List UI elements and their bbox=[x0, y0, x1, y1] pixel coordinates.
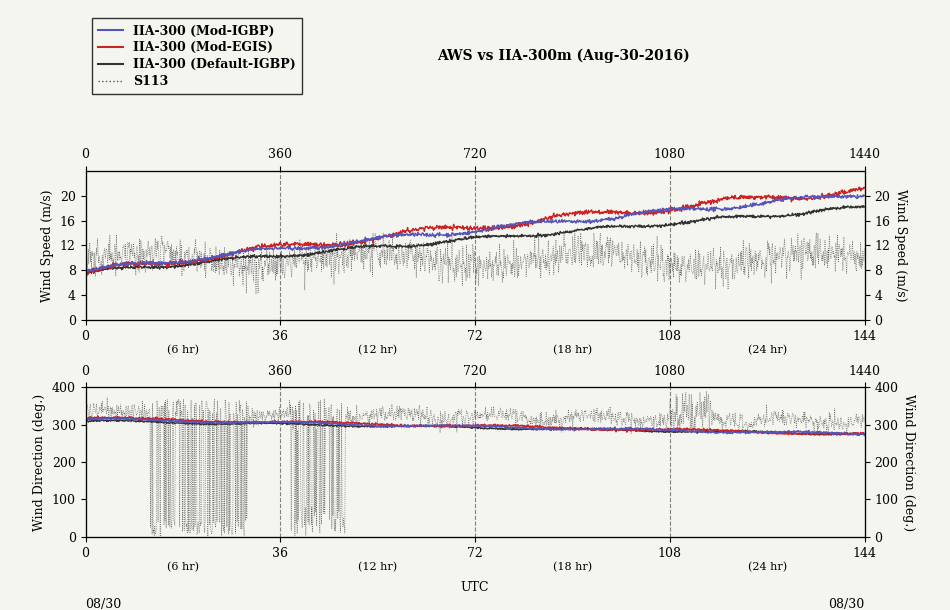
Y-axis label: Wind Direction (deg.): Wind Direction (deg.) bbox=[33, 393, 47, 531]
Text: (6 hr): (6 hr) bbox=[167, 345, 199, 356]
Text: (6 hr): (6 hr) bbox=[167, 562, 199, 572]
Y-axis label: Wind Speed (m/s): Wind Speed (m/s) bbox=[894, 189, 907, 302]
Text: 08/30: 08/30 bbox=[86, 598, 122, 610]
Text: 08/30: 08/30 bbox=[828, 598, 864, 610]
Text: (18 hr): (18 hr) bbox=[553, 562, 592, 572]
Y-axis label: Wind Speed (m/s): Wind Speed (m/s) bbox=[41, 189, 54, 302]
Text: AWS vs IIA-300m (Aug-30-2016): AWS vs IIA-300m (Aug-30-2016) bbox=[437, 49, 690, 63]
Text: (12 hr): (12 hr) bbox=[358, 345, 397, 356]
Y-axis label: Wind Direction (deg.): Wind Direction (deg.) bbox=[902, 393, 915, 531]
Legend: IIA-300 (Mod-IGBP), IIA-300 (Mod-EGIS), IIA-300 (Default-IGBP), S113: IIA-300 (Mod-IGBP), IIA-300 (Mod-EGIS), … bbox=[92, 18, 302, 94]
Text: (18 hr): (18 hr) bbox=[553, 345, 592, 356]
Text: (12 hr): (12 hr) bbox=[358, 562, 397, 572]
Text: (24 hr): (24 hr) bbox=[748, 345, 787, 356]
Text: (24 hr): (24 hr) bbox=[748, 562, 787, 572]
Text: UTC: UTC bbox=[461, 581, 489, 594]
